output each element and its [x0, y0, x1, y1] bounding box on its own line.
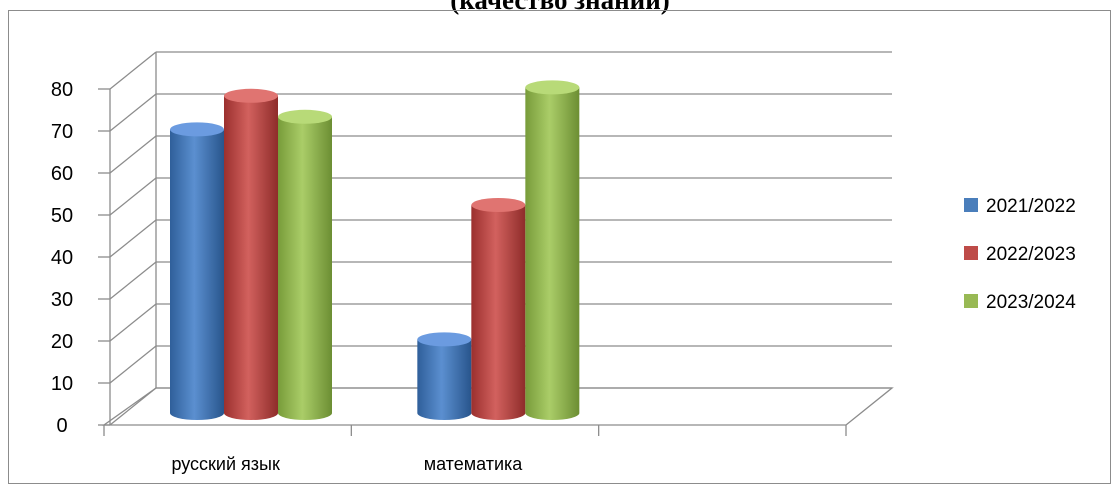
y-tick-label: 20 — [51, 331, 73, 353]
bars-layer — [170, 80, 580, 421]
bar-top — [525, 80, 580, 95]
legend-swatch — [964, 294, 978, 308]
gridline-diagonal — [109, 261, 157, 300]
bar-body — [170, 129, 224, 420]
y-tick-label: 30 — [51, 289, 73, 311]
bar-top — [170, 122, 224, 137]
gridline-diagonal — [109, 219, 157, 258]
gridline-diagonal — [109, 51, 157, 90]
bar — [471, 198, 526, 420]
y-tick-label: 40 — [51, 247, 73, 269]
bar-body — [525, 87, 580, 421]
bar — [525, 80, 580, 421]
y-tick-label: 80 — [51, 79, 73, 101]
legend-label: 2021/2022 — [986, 196, 1076, 217]
bar-body — [471, 205, 526, 420]
legend-label: 2022/2023 — [986, 244, 1076, 265]
legend-swatch — [964, 246, 978, 260]
bar — [417, 332, 472, 421]
bar — [170, 122, 224, 420]
x-category-label: русский язык — [171, 454, 280, 474]
bar — [224, 88, 278, 421]
bar — [278, 109, 332, 421]
gridline-diagonal — [109, 135, 157, 174]
bar-body — [417, 339, 472, 421]
y-tick-label: 0 — [56, 415, 67, 437]
chart-frame — [8, 10, 1111, 484]
bar-top — [224, 88, 278, 103]
bar-top — [278, 109, 332, 124]
y-tick-label: 70 — [51, 121, 73, 143]
bar-top — [471, 198, 526, 212]
y-tick-label: 10 — [51, 373, 73, 395]
legend-swatch — [964, 198, 978, 212]
chart-title: (качество знаний) — [450, 0, 670, 15]
gridline-diagonal — [109, 303, 157, 342]
bar-top — [417, 332, 472, 347]
bar-body — [224, 95, 278, 421]
gridline-diagonal — [109, 93, 157, 132]
axis-layer: 0 10 20 30 40 50 60 70 80 русский язык математика — [51, 52, 894, 474]
gridline-diagonal — [109, 345, 157, 384]
legend: 2021/2022 2022/2023 2023/2024 — [964, 196, 1076, 313]
legend-label: 2023/2024 — [986, 292, 1076, 313]
y-tick-label: 60 — [51, 163, 73, 185]
bar-body — [278, 116, 332, 421]
y-tick-label: 50 — [51, 205, 73, 227]
x-category-label: математика — [424, 454, 524, 474]
gridline-diagonal — [109, 177, 157, 216]
